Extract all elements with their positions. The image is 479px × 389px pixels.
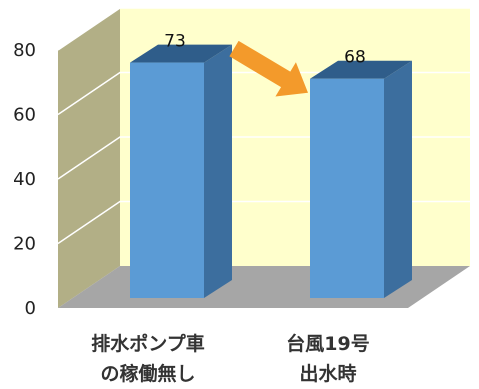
bar [310,60,412,299]
y-tick-label: 60 [13,105,36,126]
x-category-label: 出水時 [299,362,356,385]
y-tick-label: 0 [25,298,36,319]
gridline [57,7,470,51]
bar-side [384,60,412,299]
bar-front [130,62,204,299]
y-axis-ticks: 0 20 40 60 80 [13,40,36,319]
x-category-label: 台風19号 [286,332,369,355]
bar-front [310,78,384,298]
bar [130,44,232,299]
data-label: 73 [164,32,186,52]
bar-top [310,60,412,79]
bar-top [130,44,232,63]
y-tick-label: 40 [13,169,36,190]
trend-arrow [229,40,308,97]
data-labels: 73 68 [164,32,366,68]
data-label: 68 [344,48,366,68]
x-category-label: の稼働無し [100,362,195,385]
bars [130,44,412,299]
bar-side [204,44,232,299]
y-tick-label: 20 [13,234,36,255]
x-category-label: 排水ポンプ車 [91,332,204,355]
y-tick-label: 80 [13,40,36,61]
